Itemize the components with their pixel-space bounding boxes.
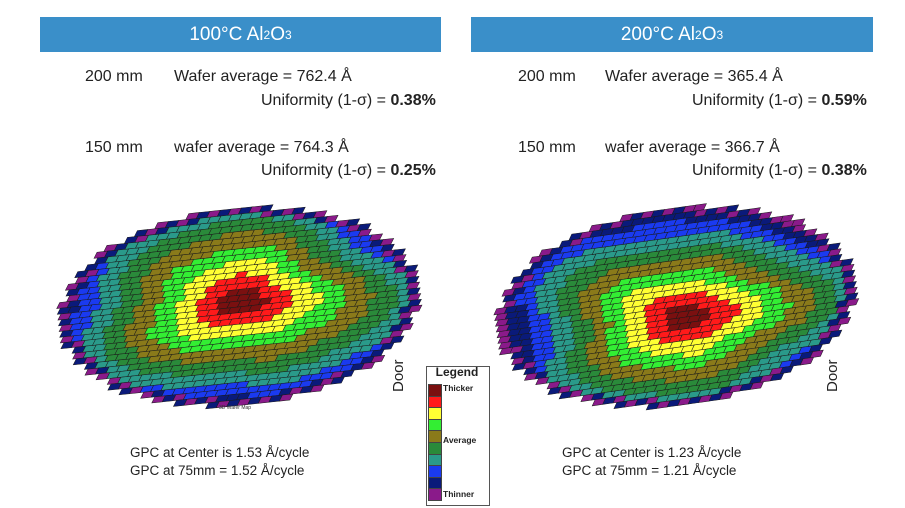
left-gpc-center: GPC at Center is 1.53 Å/cycle	[130, 445, 310, 460]
wafer-cell	[389, 335, 405, 344]
right-gpc-block: GPC at Center is 1.23 Å/cycle GPC at 75m…	[562, 444, 741, 480]
left-150mm-average: wafer average = 764.3 Å	[174, 139, 349, 156]
legend-thinner-label: Thinner	[443, 489, 475, 499]
wafer-map-200c	[493, 203, 860, 411]
wafer-cell	[407, 304, 423, 313]
legend-average-label: Average	[443, 435, 477, 445]
left-150mm-uniformity: Uniformity (1-σ) = 0.25%	[261, 162, 436, 179]
right-gpc-center: GPC at Center is 1.23 Å/cycle	[562, 445, 742, 460]
right-200mm-label: 200 mm	[518, 68, 576, 85]
banner-200c: 200°C Al 2 O 3	[471, 17, 873, 52]
left-200mm-uniformity: Uniformity (1-σ) = 0.38%	[261, 92, 436, 109]
wafer-map-100c	[56, 204, 423, 410]
right-150mm-uniformity: Uniformity (1-σ) = 0.38%	[692, 162, 867, 179]
wafer-cell	[828, 329, 843, 339]
left-150mm-label: 150 mm	[85, 139, 143, 156]
wafer-cell	[399, 323, 414, 331]
right-150mm-average: wafer average = 366.7 Å	[605, 139, 780, 156]
left-200mm-average: Wafer average = 762.4 Å	[174, 68, 352, 85]
right-200mm-uniformity: Uniformity (1-σ) = 0.59%	[692, 92, 867, 109]
left-gpc-block: GPC at Center is 1.53 Å/cycle GPC at 75m…	[130, 444, 309, 480]
door-label-left: Door	[390, 359, 407, 392]
door-label-right: Door	[824, 359, 841, 392]
wafer-map-caption: 3D Wafer Map	[219, 405, 252, 411]
legend-title: Legend	[435, 365, 479, 379]
left-gpc-75mm: GPC at 75mm = 1.52 Å/cycle	[130, 463, 305, 478]
left-200mm-label: 200 mm	[85, 68, 143, 85]
wafer-cell	[809, 349, 824, 359]
legend-thicker-label: Thicker	[443, 383, 474, 393]
banner-100c: 100°C Al 2 O 3	[40, 17, 441, 52]
right-gpc-75mm: GPC at 75mm = 1.21 Å/cycle	[562, 463, 737, 478]
wafer-cell	[845, 298, 860, 307]
wafer-cell	[836, 316, 852, 326]
right-200mm-average: Wafer average = 365.4 Å	[605, 68, 783, 85]
legend-swatch	[428, 488, 442, 502]
wafer-cell	[370, 354, 386, 363]
right-150mm-label: 150 mm	[518, 139, 576, 156]
